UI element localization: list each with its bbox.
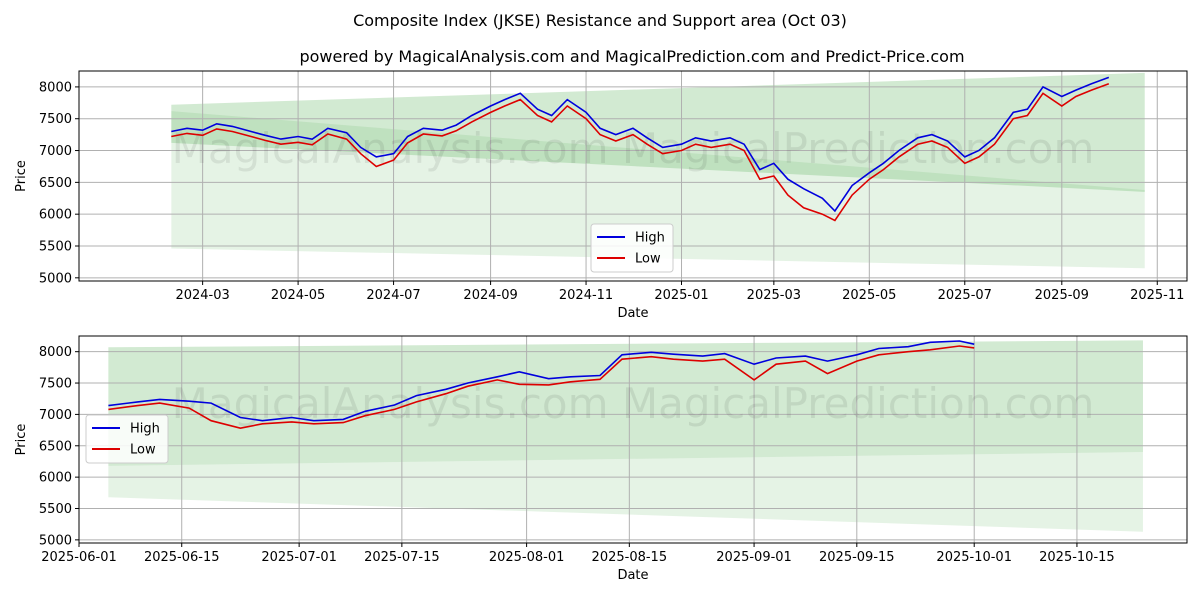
series-line-low bbox=[108, 345, 975, 430]
watermark: MagicalAnalysis.com MagicalPrediction.co… bbox=[172, 124, 1095, 173]
x-tick-label: 2025-08-15 bbox=[592, 550, 668, 565]
x-tick-label: 2025-09-01 bbox=[716, 550, 792, 565]
chart-title: Composite Index (JKSE) Resistance and Su… bbox=[353, 11, 847, 30]
y-tick-label: 5500 bbox=[39, 502, 72, 517]
series-line-low bbox=[171, 82, 1110, 222]
series-line-high bbox=[171, 76, 1110, 213]
chart-subtitle: powered by MagicalAnalysis.com and Magic… bbox=[299, 47, 964, 66]
x-tick-label: 2024-05 bbox=[271, 288, 325, 303]
x-tick-label: 2025-08-01 bbox=[489, 550, 565, 565]
x-tick-label: 2025-03 bbox=[747, 288, 801, 303]
x-tick-label: 2024-03 bbox=[175, 288, 229, 303]
x-tick-label: 2024-11 bbox=[559, 288, 613, 303]
x-tick-label: 2025-07-01 bbox=[261, 550, 337, 565]
y-tick-label: 7500 bbox=[39, 112, 72, 127]
x-tick-label: 2024-09 bbox=[463, 288, 517, 303]
x-tick-label: 2025-09 bbox=[1035, 288, 1089, 303]
y-tick-label: 7000 bbox=[39, 408, 72, 423]
y-tick-label: 7500 bbox=[39, 377, 72, 392]
legend: High Low bbox=[85, 414, 169, 464]
bottom-panel: MagicalAnalysis.com MagicalPrediction.co… bbox=[14, 335, 1188, 583]
y-tick-label: 6500 bbox=[39, 176, 72, 191]
x-tick-label: 2024-07 bbox=[366, 288, 420, 303]
legend: High Low bbox=[590, 223, 674, 273]
legend-label-low: Low bbox=[635, 252, 661, 267]
y-tick-label: 6000 bbox=[39, 208, 72, 223]
x-tick-label: 2025-10-01 bbox=[936, 550, 1012, 565]
y-axis-label: Price bbox=[14, 424, 29, 456]
x-tick-label: 2025-06-15 bbox=[144, 550, 220, 565]
y-tick-label: 7000 bbox=[39, 144, 72, 159]
x-axis-label: Date bbox=[617, 306, 648, 321]
y-axis-label: Price bbox=[14, 160, 29, 192]
y-tick-label: 6500 bbox=[39, 439, 72, 454]
legend-label-low: Low bbox=[130, 443, 156, 458]
y-tick-label: 5500 bbox=[39, 240, 72, 255]
band-outer bbox=[108, 452, 1143, 532]
x-axis-label: Date bbox=[617, 568, 648, 583]
x-tick-label: 2025-06-01 bbox=[41, 550, 117, 565]
x-tick-label: 2025-07-15 bbox=[364, 550, 440, 565]
legend-label-high: High bbox=[635, 231, 665, 246]
x-tick-label: 2025-07 bbox=[938, 288, 992, 303]
band-resistance-support bbox=[171, 72, 1145, 192]
y-tick-label: 8000 bbox=[39, 345, 72, 360]
top-panel: MagicalAnalysis.com MagicalPrediction.co… bbox=[14, 70, 1188, 321]
x-tick-label: 2025-10-15 bbox=[1039, 550, 1115, 565]
x-tick-label: 2025-05 bbox=[842, 288, 896, 303]
y-tick-label: 5000 bbox=[39, 271, 72, 286]
legend-label-high: High bbox=[130, 422, 160, 437]
y-tick-label: 8000 bbox=[39, 80, 72, 95]
y-tick-label: 6000 bbox=[39, 471, 72, 486]
plot-frame bbox=[78, 335, 1188, 544]
x-tick-label: 2025-11 bbox=[1130, 288, 1184, 303]
x-tick-label: 2025-01 bbox=[654, 288, 708, 303]
x-tick-label: 2025-09-15 bbox=[819, 550, 895, 565]
plot-frame bbox=[78, 70, 1188, 282]
y-tick-label: 5000 bbox=[39, 533, 72, 548]
band-resistance-support bbox=[108, 340, 1143, 466]
series-line-high bbox=[108, 340, 975, 422]
